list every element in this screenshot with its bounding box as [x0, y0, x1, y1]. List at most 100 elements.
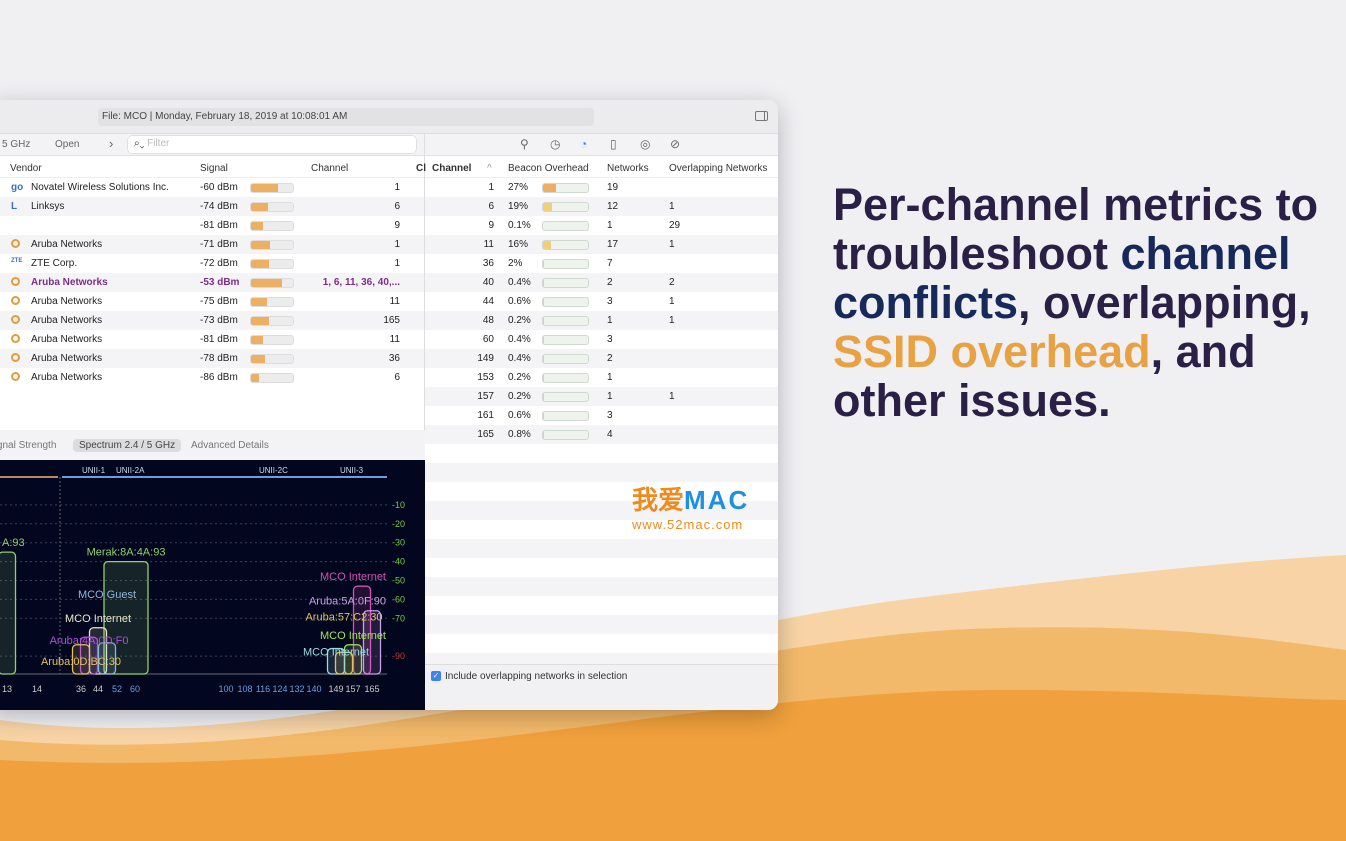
table-row[interactable]: Aruba Networks -53 dBm 1, 6, 11, 36, 40,… — [0, 273, 424, 292]
network-curve — [0, 551, 17, 675]
table-row[interactable]: 44 0.6% 3 1 — [425, 292, 778, 311]
y-tick-label: -40 — [392, 557, 405, 567]
vendor-logo-icon: ZTE — [11, 258, 23, 264]
signal-cell: -60 dBm — [200, 182, 238, 193]
table-row[interactable]: Aruba Networks -75 dBm 11 — [0, 292, 424, 311]
vendor-cell: Linksys — [31, 201, 65, 212]
table-row[interactable]: 60 0.4% 3 — [425, 330, 778, 349]
column-channel[interactable]: Channel — [311, 163, 349, 174]
compass-icon[interactable]: ⊘ — [670, 137, 681, 151]
networks-cell: 17 — [607, 239, 619, 250]
table-row[interactable]: Aruba Networks -81 dBm 11 — [0, 330, 424, 349]
network-curve — [352, 585, 372, 675]
table-row[interactable]: 11 16% 17 1 — [425, 235, 778, 254]
table-row[interactable]: 36 2% 7 — [425, 254, 778, 273]
x-tick-label: 149 — [328, 684, 343, 694]
column-channel[interactable]: Channel — [432, 163, 472, 174]
table-row[interactable]: Aruba Networks -73 dBm 165 — [0, 311, 424, 330]
headline-part: , and other issues. — [833, 326, 1256, 426]
networks-cell: 2 — [607, 353, 613, 364]
device-icon[interactable]: ▯ — [610, 137, 617, 151]
networks-cell: 2 — [607, 277, 613, 288]
column-networks[interactable]: Networks — [607, 163, 649, 174]
table-row[interactable]: Aruba Networks -78 dBm 36 — [0, 349, 424, 368]
column-overlapping-networks[interactable]: Overlapping Networks — [669, 163, 768, 174]
networks-table-header: Vendor Signal Channel Cl — [0, 156, 426, 178]
table-row[interactable]: 149 0.4% 2 — [425, 349, 778, 368]
band-label: UNII-2C — [259, 466, 288, 475]
tab-spectrum[interactable]: Spectrum 2.4 / 5 GHz — [73, 439, 182, 452]
headline-highlight-blue: channel conflicts — [833, 228, 1291, 328]
band-filter-button[interactable]: 5 GHz — [2, 139, 31, 150]
vendor-cell: Aruba Networks — [31, 334, 103, 345]
filter-input[interactable]: ⌕⌄ Filter — [128, 136, 416, 153]
networks-table-body: go Novatel Wireless Solutions Inc. -60 d… — [0, 178, 424, 387]
empty-row — [425, 577, 778, 596]
table-row[interactable]: Aruba Networks -86 dBm 6 — [0, 368, 424, 387]
column-vendor[interactable]: Vendor — [10, 163, 42, 174]
include-overlapping-checkbox[interactable]: ✓ — [431, 671, 441, 681]
network-label: MCO Internet — [303, 647, 369, 659]
table-row[interactable]: L Linksys -74 dBm 6 — [0, 197, 424, 216]
overhead-cell: 0.1% — [508, 220, 531, 231]
table-row[interactable]: 48 0.2% 1 1 — [425, 311, 778, 330]
networks-cell: 19 — [607, 182, 619, 193]
x-tick-label: 44 — [93, 684, 103, 694]
channels-pane: ⚲ ◷ ◔ ▯ ◎ ⊘ Channel ^ Beacon Overhead Network… — [425, 134, 778, 710]
vendor-cell: Novatel Wireless Solutions Inc. — [31, 182, 169, 193]
signal-cell: -86 dBm — [200, 372, 238, 383]
x-tick-label: 124 — [272, 684, 287, 694]
table-row[interactable]: Aruba Networks -71 dBm 1 — [0, 235, 424, 254]
sort-ascending-icon[interactable]: ^ — [487, 163, 492, 174]
table-row[interactable]: 9 0.1% 1 29 — [425, 216, 778, 235]
table-row[interactable]: -81 dBm 9 — [0, 216, 424, 235]
sidebar-toggle-icon[interactable] — [755, 111, 768, 121]
table-row[interactable]: go Novatel Wireless Solutions Inc. -60 d… — [0, 178, 424, 197]
networks-cell: 3 — [607, 296, 613, 307]
signal-cell: -81 dBm — [200, 220, 238, 231]
y-tick-label: -70 — [392, 613, 405, 623]
x-tick-label: 132 — [289, 684, 304, 694]
signal-bar — [250, 259, 294, 269]
networks-pane: 5 GHz Open › ⌕⌄ Filter Vendor Signal Cha… — [0, 134, 426, 710]
wifi-scan-icon[interactable]: ⚲ — [520, 137, 529, 151]
speedometer-icon[interactable]: ◔ — [580, 137, 588, 151]
table-row[interactable]: 6 19% 12 1 — [425, 197, 778, 216]
network-label: MCO Internet — [320, 630, 386, 642]
vendor-logo-icon — [11, 277, 20, 289]
empty-row — [425, 444, 778, 463]
table-row[interactable]: 157 0.2% 1 1 — [425, 387, 778, 406]
channel-cell: 11 — [389, 296, 400, 307]
watermark-url: www.52mac.com — [632, 517, 744, 532]
table-row[interactable]: 165 0.8% 4 — [425, 425, 778, 444]
table-row[interactable]: 161 0.6% 3 — [425, 406, 778, 425]
channel-cell: 40 — [482, 277, 494, 288]
column-beacon-overhead[interactable]: Beacon Overhead — [508, 163, 589, 174]
column-cl[interactable]: Cl — [416, 163, 426, 174]
title-bar: File: MCO | Monday, February 18, 2019 at… — [0, 100, 778, 134]
headline-part: , overlapping, — [1018, 277, 1311, 328]
signal-bar — [250, 297, 294, 307]
open-filter-button[interactable]: Open — [55, 139, 80, 150]
table-row[interactable]: ZTE ZTE Corp. -72 dBm 1 — [0, 254, 424, 273]
column-signal[interactable]: Signal — [200, 163, 228, 174]
tab-signal-strength[interactable]: Signal Strength — [0, 440, 57, 451]
chevron-right-icon[interactable]: › — [109, 136, 114, 151]
broadcast-icon[interactable]: ◎ — [640, 137, 651, 151]
channel-cell: 6 — [394, 201, 400, 212]
channel-cell: 36 — [482, 258, 494, 269]
signal-bar — [250, 221, 294, 231]
table-row[interactable]: 40 0.4% 2 2 — [425, 273, 778, 292]
table-row[interactable]: 153 0.2% 1 — [425, 368, 778, 387]
history-clock-icon[interactable]: ◷ — [550, 137, 561, 151]
tab-advanced-details[interactable]: Advanced Details — [191, 440, 269, 451]
overhead-bar — [542, 278, 589, 288]
vendor-logo-icon — [11, 334, 20, 346]
network-label: MCO Internet — [65, 613, 131, 625]
overhead-cell: 0.6% — [508, 410, 531, 421]
signal-cell: -71 dBm — [200, 239, 238, 250]
network-label: Aruba:4A:0D:F0 — [50, 635, 129, 647]
table-row[interactable]: 1 27% 19 — [425, 178, 778, 197]
vendor-logo-icon — [11, 239, 20, 251]
